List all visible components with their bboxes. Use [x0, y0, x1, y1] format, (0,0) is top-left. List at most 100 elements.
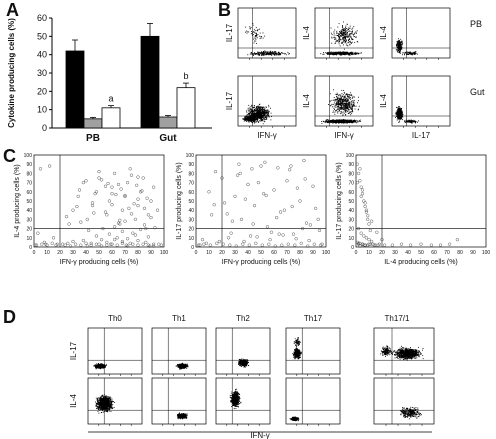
event-dot: [329, 100, 331, 102]
event-dot: [346, 106, 348, 107]
event-dot: [347, 100, 349, 102]
event-dot: [261, 109, 263, 111]
event-dot: [336, 51, 338, 53]
event-dot: [351, 121, 353, 123]
scatter-point: [249, 234, 253, 238]
event-dot: [263, 51, 265, 53]
event-dot: [348, 94, 350, 95]
event-dot: [247, 31, 249, 33]
event-dot: [278, 54, 280, 56]
event-dot: [250, 117, 252, 119]
event-dot: [245, 110, 247, 112]
scatter-x-axis-title: IL-4 producing cells (%): [384, 259, 458, 266]
event-dot: [333, 97, 335, 98]
event-dot: [246, 116, 248, 118]
event-dot: [343, 89, 345, 91]
event-dot: [396, 116, 398, 117]
event-dot: [399, 117, 401, 119]
event-dot: [251, 109, 253, 111]
scatter-point: [34, 243, 39, 247]
event-dot: [258, 112, 260, 114]
scatter-point: [144, 240, 148, 244]
event-dot: [336, 106, 338, 108]
event-dot: [256, 112, 258, 114]
event-dot: [266, 53, 268, 55]
event-dot: [245, 116, 247, 118]
event-dot: [349, 40, 351, 42]
scatter-point: [260, 243, 264, 247]
event-dot: [348, 102, 350, 104]
scatter-point: [93, 192, 97, 196]
event-dot: [344, 122, 346, 124]
event-dot: [352, 96, 354, 98]
event-dot: [259, 54, 261, 56]
event-dot: [401, 117, 402, 119]
event-dot: [343, 109, 345, 111]
event-dot: [414, 52, 416, 54]
event-dot: [400, 42, 402, 44]
event-dot: [341, 105, 343, 107]
event-dot: [250, 106, 252, 107]
event-dot: [334, 52, 336, 54]
scatter-point: [301, 227, 305, 231]
event-dot: [252, 111, 253, 113]
scatter-point: [213, 169, 218, 174]
event-dot: [255, 38, 257, 40]
event-dot: [96, 366, 98, 368]
event-dot: [405, 121, 406, 123]
scatter-point: [77, 188, 82, 192]
event-dot: [396, 43, 398, 45]
scatter-point: [280, 243, 284, 247]
event-dot: [328, 52, 330, 53]
event-dot: [335, 53, 337, 55]
scatter-point: [303, 177, 307, 181]
event-dot: [94, 365, 96, 367]
event-dot: [400, 116, 402, 118]
event-dot: [333, 34, 335, 36]
event-dot: [341, 34, 343, 36]
event-dot: [343, 107, 345, 109]
event-dot: [342, 35, 344, 37]
event-dot: [411, 122, 412, 124]
event-dot: [251, 115, 253, 117]
flow-x-label: IFN-γ: [257, 131, 277, 140]
event-dot: [257, 118, 259, 120]
event-dot: [404, 121, 406, 123]
event-dot: [262, 109, 264, 111]
event-dot: [350, 35, 352, 37]
event-dot: [328, 120, 330, 121]
event-dot: [254, 106, 256, 108]
event-dot: [398, 49, 400, 51]
event-dot: [267, 52, 269, 54]
event-dot: [340, 52, 342, 54]
event-dot: [259, 113, 260, 114]
scatter-y-tick-label: 70: [188, 181, 194, 187]
event-dot: [250, 33, 252, 35]
event-dot: [257, 117, 259, 119]
event-dot: [267, 53, 269, 55]
event-dot: [350, 122, 352, 123]
event-dot: [399, 50, 401, 52]
event-dot: [338, 35, 339, 37]
scatter-point: [362, 234, 366, 238]
event-dot: [401, 40, 403, 42]
event-dot: [352, 102, 354, 104]
bar-y-axis-title: Cytokine producing cells (%): [7, 18, 16, 128]
scatter-x-tick-label: 20: [379, 250, 385, 256]
event-dot: [347, 108, 349, 110]
scatter-point: [272, 188, 276, 192]
event-dot: [349, 111, 351, 113]
event-dot: [396, 49, 398, 51]
event-dot: [347, 98, 349, 100]
scatter-y-tick-label: 0: [29, 245, 32, 251]
event-dot: [399, 43, 401, 45]
event-dot: [252, 34, 254, 36]
event-dot: [414, 51, 416, 53]
event-dot: [334, 98, 336, 100]
event-dot: [351, 112, 353, 114]
event-dot: [395, 113, 397, 115]
event-dot: [249, 117, 251, 118]
flow-plot-b-cloud: [330, 21, 359, 50]
event-dot: [248, 107, 250, 109]
event-dot: [273, 53, 275, 55]
